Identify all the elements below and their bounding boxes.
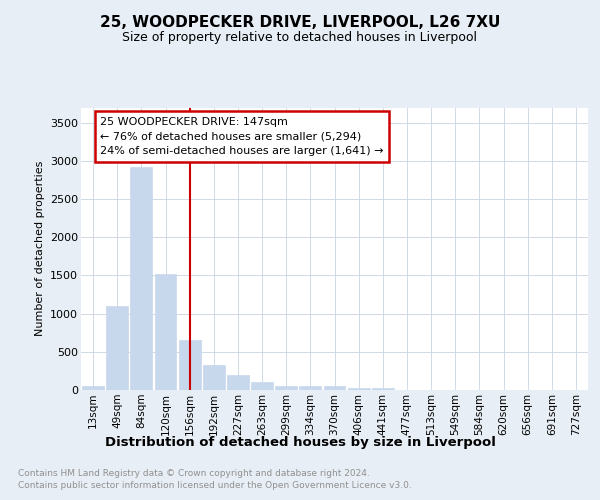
- Bar: [275, 386, 297, 390]
- Y-axis label: Number of detached properties: Number of detached properties: [35, 161, 44, 336]
- Bar: [372, 388, 394, 390]
- Bar: [299, 386, 321, 390]
- Bar: [155, 274, 176, 390]
- Text: 25 WOODPECKER DRIVE: 147sqm
← 76% of detached houses are smaller (5,294)
24% of : 25 WOODPECKER DRIVE: 147sqm ← 76% of det…: [100, 116, 384, 156]
- Bar: [348, 388, 370, 390]
- Bar: [130, 167, 152, 390]
- Text: Contains public sector information licensed under the Open Government Licence v3: Contains public sector information licen…: [18, 481, 412, 490]
- Text: Distribution of detached houses by size in Liverpool: Distribution of detached houses by size …: [104, 436, 496, 449]
- Text: Size of property relative to detached houses in Liverpool: Size of property relative to detached ho…: [122, 31, 478, 44]
- Bar: [106, 306, 128, 390]
- Bar: [82, 386, 104, 390]
- Text: Contains HM Land Registry data © Crown copyright and database right 2024.: Contains HM Land Registry data © Crown c…: [18, 469, 370, 478]
- Bar: [179, 340, 200, 390]
- Bar: [323, 386, 346, 390]
- Text: 25, WOODPECKER DRIVE, LIVERPOOL, L26 7XU: 25, WOODPECKER DRIVE, LIVERPOOL, L26 7XU: [100, 15, 500, 30]
- Bar: [227, 374, 249, 390]
- Bar: [203, 365, 224, 390]
- Bar: [251, 382, 273, 390]
